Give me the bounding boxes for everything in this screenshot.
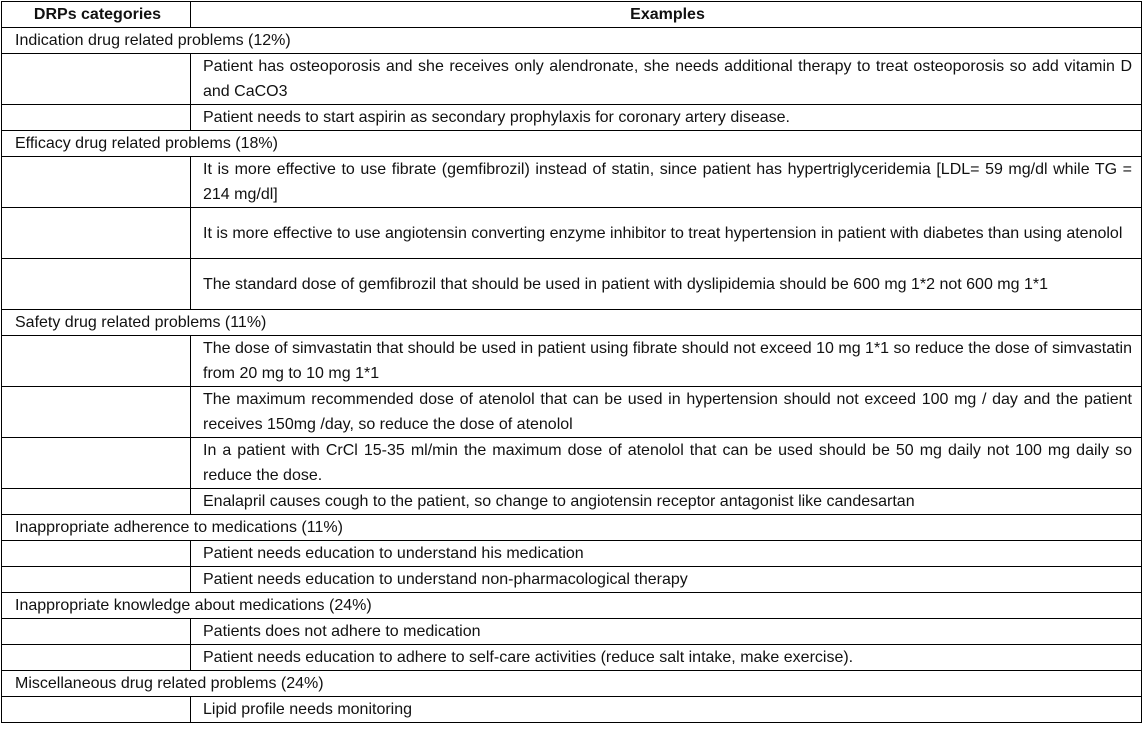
category-row: Efficacy drug related problems (18%) bbox=[1, 130, 1142, 157]
example-row: It is more effective to use fibrate (gem… bbox=[1, 156, 1142, 208]
example-text: Patients does not adhere to medication bbox=[190, 618, 1142, 645]
category-label: Inappropriate knowledge about medication… bbox=[1, 592, 1142, 619]
empty-category-cell bbox=[1, 386, 191, 438]
example-text: The maximum recommended dose of atenolol… bbox=[190, 386, 1142, 438]
example-row: Patient needs to start aspirin as second… bbox=[1, 104, 1142, 131]
header-examples: Examples bbox=[190, 1, 1142, 28]
empty-category-cell bbox=[1, 258, 191, 310]
example-text: Patient has osteoporosis and she receive… bbox=[190, 53, 1142, 105]
empty-category-cell bbox=[1, 53, 191, 105]
example-text: The standard dose of gemfibrozil that sh… bbox=[190, 258, 1142, 310]
example-text: Patient needs education to adhere to sel… bbox=[190, 644, 1142, 671]
empty-category-cell bbox=[1, 104, 191, 131]
example-text: It is more effective to use angiotensin … bbox=[190, 207, 1142, 259]
empty-category-cell bbox=[1, 156, 191, 208]
example-text: Patient needs to start aspirin as second… bbox=[190, 104, 1142, 131]
example-row: It is more effective to use angiotensin … bbox=[1, 207, 1142, 259]
category-row: Inappropriate knowledge about medication… bbox=[1, 592, 1142, 619]
category-row: Safety drug related problems (11%) bbox=[1, 309, 1142, 336]
example-text: Patient needs education to understand no… bbox=[190, 566, 1142, 593]
example-text: In a patient with CrCl 15-35 ml/min the … bbox=[190, 437, 1142, 489]
empty-category-cell bbox=[1, 618, 191, 645]
category-label: Safety drug related problems (11%) bbox=[1, 309, 1142, 336]
empty-category-cell bbox=[1, 335, 191, 387]
empty-category-cell bbox=[1, 488, 191, 515]
example-text: Patient needs education to understand hi… bbox=[190, 540, 1142, 567]
empty-category-cell bbox=[1, 540, 191, 567]
category-row: Inappropriate adherence to medications (… bbox=[1, 514, 1142, 541]
category-label: Indication drug related problems (12%) bbox=[1, 27, 1142, 54]
category-row: Miscellaneous drug related problems (24%… bbox=[1, 670, 1142, 697]
example-row: Lipid profile needs monitoring bbox=[1, 696, 1142, 723]
category-row: Indication drug related problems (12%) bbox=[1, 27, 1142, 54]
empty-category-cell bbox=[1, 696, 191, 723]
example-text: The dose of simvastatin that should be u… bbox=[190, 335, 1142, 387]
example-row: Enalapril causes cough to the patient, s… bbox=[1, 488, 1142, 515]
example-row: Patient needs education to adhere to sel… bbox=[1, 644, 1142, 671]
header-row: DRPs categories Examples bbox=[1, 1, 1142, 28]
category-label: Miscellaneous drug related problems (24%… bbox=[1, 670, 1142, 697]
example-row: The maximum recommended dose of atenolol… bbox=[1, 386, 1142, 438]
example-row: In a patient with CrCl 15-35 ml/min the … bbox=[1, 437, 1142, 489]
example-row: Patient needs education to understand no… bbox=[1, 566, 1142, 593]
header-drps-categories: DRPs categories bbox=[1, 1, 191, 28]
empty-category-cell bbox=[1, 644, 191, 671]
example-row: Patients does not adhere to medication bbox=[1, 618, 1142, 645]
empty-category-cell bbox=[1, 566, 191, 593]
example-row: The standard dose of gemfibrozil that sh… bbox=[1, 258, 1142, 310]
example-text: Enalapril causes cough to the patient, s… bbox=[190, 488, 1142, 515]
category-label: Efficacy drug related problems (18%) bbox=[1, 130, 1142, 157]
table-body: Indication drug related problems (12%) Pa… bbox=[1, 27, 1142, 723]
example-row: Patient has osteoporosis and she receive… bbox=[1, 53, 1142, 105]
example-text: It is more effective to use fibrate (gem… bbox=[190, 156, 1142, 208]
empty-category-cell bbox=[1, 437, 191, 489]
example-text: Lipid profile needs monitoring bbox=[190, 696, 1142, 723]
example-row: The dose of simvastatin that should be u… bbox=[1, 335, 1142, 387]
example-row: Patient needs education to understand hi… bbox=[1, 540, 1142, 567]
empty-category-cell bbox=[1, 207, 191, 259]
category-label: Inappropriate adherence to medications (… bbox=[1, 514, 1142, 541]
